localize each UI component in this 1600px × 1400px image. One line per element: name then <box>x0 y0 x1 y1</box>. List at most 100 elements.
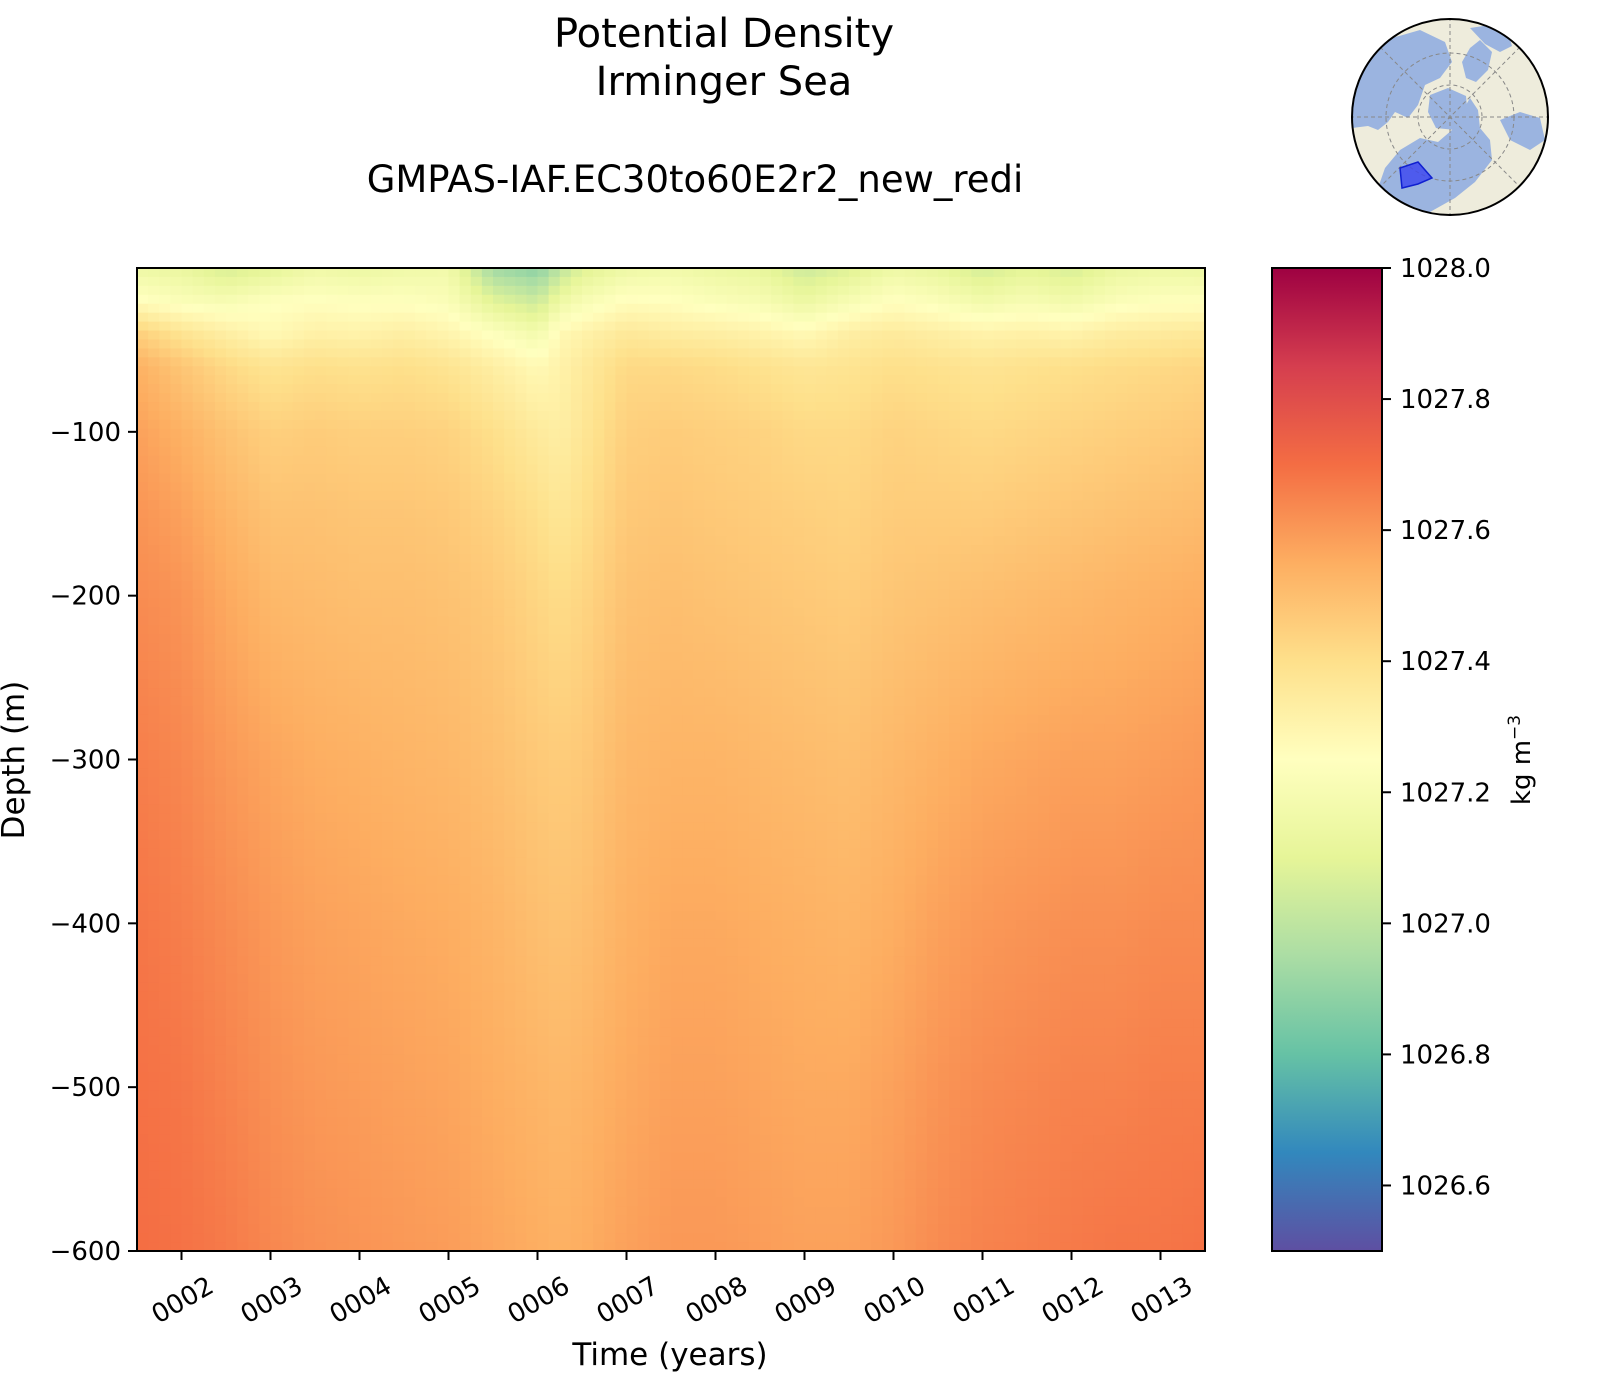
heatmap-cell <box>1082 339 1095 350</box>
heatmap-cell <box>659 455 672 466</box>
heatmap-cell <box>326 527 338 537</box>
heatmap-cell <box>437 366 450 376</box>
heatmap-cell <box>626 366 639 376</box>
heatmap-cell <box>359 285 372 296</box>
heatmap-cell <box>459 518 472 528</box>
heatmap-cell <box>837 455 850 466</box>
heatmap-cell <box>938 580 950 591</box>
heatmap-cell <box>1171 393 1184 403</box>
heatmap-cell <box>370 491 383 501</box>
heatmap-cell <box>392 268 405 278</box>
heatmap-cell <box>237 598 249 609</box>
heatmap-cell <box>504 500 516 510</box>
heatmap-cell <box>515 482 527 493</box>
heatmap-cell <box>337 607 349 618</box>
heatmap-cell <box>693 536 705 546</box>
heatmap-cell <box>693 268 705 278</box>
heatmap-cell <box>1149 464 1162 475</box>
heatmap-cell <box>192 500 205 510</box>
heatmap-cell <box>1049 652 1061 662</box>
heatmap-cell <box>203 339 216 350</box>
heatmap-cell <box>1004 661 1017 671</box>
heatmap-cell <box>459 670 472 680</box>
heatmap-cell <box>348 553 361 564</box>
heatmap-cell <box>804 294 817 305</box>
heatmap-cell <box>537 518 550 528</box>
heatmap-cell <box>938 714 950 725</box>
heatmap-cell <box>214 607 227 618</box>
heatmap-cell <box>938 616 950 627</box>
heatmap-cell <box>804 410 817 421</box>
heatmap-cell <box>871 500 883 510</box>
heatmap-cell <box>326 410 338 421</box>
heatmap-cell <box>548 607 561 618</box>
heatmap-cell <box>437 527 450 537</box>
heatmap-cell <box>1104 410 1117 421</box>
heatmap-cell <box>181 446 194 457</box>
heatmap-cell <box>771 679 783 689</box>
heatmap-cell <box>1004 357 1017 367</box>
heatmap-cell <box>359 509 372 519</box>
heatmap-cell <box>1004 402 1017 412</box>
heatmap-cell <box>515 562 527 573</box>
heatmap-cell <box>415 688 427 698</box>
heatmap-cell <box>993 679 1006 689</box>
heatmap-cell <box>837 464 850 475</box>
heatmap-cell <box>315 294 327 305</box>
heatmap-cell <box>860 384 872 394</box>
heatmap-cell <box>415 402 427 412</box>
heatmap-cell <box>1004 536 1017 546</box>
heatmap-cell <box>470 366 483 376</box>
heatmap-cell <box>1160 670 1173 680</box>
heatmap-cell <box>893 616 906 627</box>
heatmap-cell <box>226 634 238 644</box>
heatmap-cell <box>270 545 283 555</box>
heatmap-cell <box>938 268 950 278</box>
heatmap-cell <box>315 536 327 546</box>
heatmap-cell <box>292 714 305 725</box>
heatmap-cell <box>1104 652 1117 662</box>
heatmap-cell <box>1193 607 1206 618</box>
heatmap-cell <box>1038 464 1050 475</box>
heatmap-cell <box>1171 455 1184 466</box>
heatmap-cell <box>370 428 383 439</box>
heatmap-cell <box>359 491 372 501</box>
heatmap-cell <box>1138 375 1150 385</box>
heatmap-cell <box>526 446 539 457</box>
heatmap-cell <box>771 419 783 430</box>
heatmap-cell <box>292 464 305 475</box>
heatmap-cell <box>737 607 750 618</box>
heatmap-cell <box>715 464 728 475</box>
heatmap-cell <box>192 428 205 439</box>
heatmap-cell <box>871 303 883 314</box>
heatmap-cell <box>626 536 639 546</box>
heatmap-cell <box>548 446 561 457</box>
heatmap-cell <box>637 375 650 385</box>
heatmap-cell <box>760 670 772 680</box>
heatmap-cell <box>337 384 349 394</box>
heatmap-cell <box>726 321 739 332</box>
heatmap-cell <box>715 714 728 725</box>
heatmap-cell <box>815 652 828 662</box>
heatmap-cell <box>615 402 628 412</box>
heatmap-cell <box>381 446 394 457</box>
heatmap-cell <box>1127 473 1139 484</box>
heatmap-cell <box>826 303 839 314</box>
heatmap-cell <box>504 589 516 600</box>
heatmap-cell <box>570 634 583 644</box>
heatmap-cell <box>715 321 728 332</box>
heatmap-cell <box>214 330 227 341</box>
heatmap-cell <box>648 366 661 376</box>
heatmap-cell <box>971 348 984 358</box>
heatmap-cell <box>659 285 672 296</box>
heatmap-cell <box>326 634 338 644</box>
heatmap-cell <box>1004 437 1017 448</box>
heatmap-cell <box>1116 366 1128 376</box>
heatmap-cell <box>748 473 761 484</box>
heatmap-cell <box>860 625 872 635</box>
heatmap-cell <box>481 285 494 296</box>
heatmap-cell <box>426 330 438 341</box>
heatmap-cell <box>1071 268 1084 278</box>
heatmap-cell <box>1060 393 1073 403</box>
heatmap-cell <box>748 616 761 627</box>
